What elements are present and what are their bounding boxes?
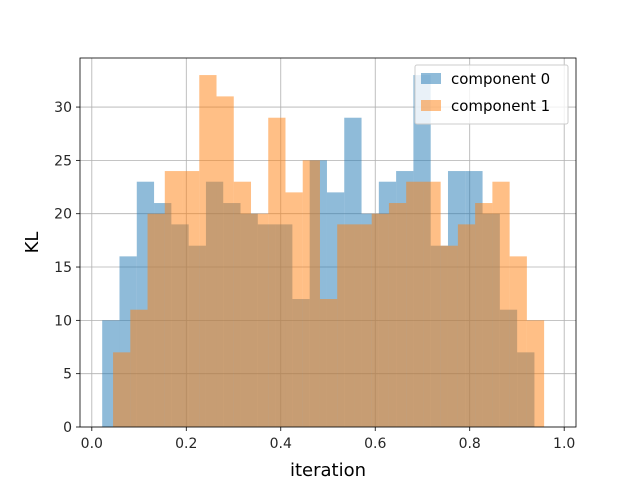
y-tick-label: 25 (54, 153, 72, 169)
y-axis-label: KL (22, 232, 43, 254)
x-tick-label: 0.4 (270, 436, 292, 452)
legend-swatch-component-1 (421, 100, 441, 111)
histogram-bar-component-1 (147, 213, 165, 427)
bars-layer (102, 75, 545, 428)
y-tick-label: 0 (63, 420, 72, 436)
legend-label-component-1: component 1 (451, 97, 550, 115)
plot-frame (79, 57, 577, 428)
histogram-bar-component-1 (268, 117, 286, 428)
histogram-bar-component-1 (423, 181, 441, 427)
histogram-bar-component-1 (302, 160, 320, 427)
histogram-bar-component-1 (251, 213, 269, 427)
x-tick-label: 0.8 (459, 436, 481, 452)
histogram-bar-component-1 (492, 181, 510, 427)
histogram-bar-component-1 (285, 192, 303, 427)
legend: component 0 component 1 (414, 64, 569, 125)
y-tick-label: 10 (54, 313, 72, 329)
x-axis-label: iteration (290, 460, 366, 480)
legend-box (414, 64, 569, 125)
legend-swatch-component-0 (421, 73, 441, 84)
histogram-bar-component-1 (457, 224, 476, 427)
y-tick-label: 15 (54, 260, 72, 276)
x-tick-label: 0.2 (175, 436, 197, 452)
histogram-bar-component-1 (233, 181, 252, 427)
x-tick-label: 0.6 (364, 436, 386, 452)
histogram-bar-component-1 (337, 224, 355, 427)
histogram-bar-component-1 (199, 75, 217, 427)
histogram-bar-component-1 (130, 309, 148, 427)
histogram-bar-component-1 (164, 171, 183, 427)
histogram-bar-component-1 (440, 245, 458, 427)
histogram-bar-component-1 (509, 256, 527, 427)
legend-label-component-0: component 0 (451, 70, 550, 88)
y-tick-label: 20 (54, 207, 72, 223)
histogram-bar-component-1 (406, 181, 424, 427)
histogram-bar-component-1 (371, 213, 389, 427)
histogram-bar-component-1 (113, 352, 131, 427)
y-tick-label: 30 (54, 100, 72, 116)
y-tick-label: 5 (63, 367, 72, 383)
x-tick-label: 1.0 (553, 436, 575, 452)
histogram-bar-component-1 (526, 320, 545, 427)
histogram-bar-component-1 (388, 203, 407, 427)
x-tick-label: 0.0 (81, 436, 103, 452)
histogram-bar-component-1 (475, 203, 493, 427)
histogram-bar-component-1 (354, 224, 372, 427)
histogram-bar-component-1 (182, 171, 200, 427)
histogram-bar-component-1 (319, 299, 338, 427)
histogram-bar-component-1 (216, 96, 234, 427)
ticks-layer: 0.0 0.2 0.4 0.6 0.8 1.0 0 5 10 15 20 25 30 (54, 100, 575, 452)
